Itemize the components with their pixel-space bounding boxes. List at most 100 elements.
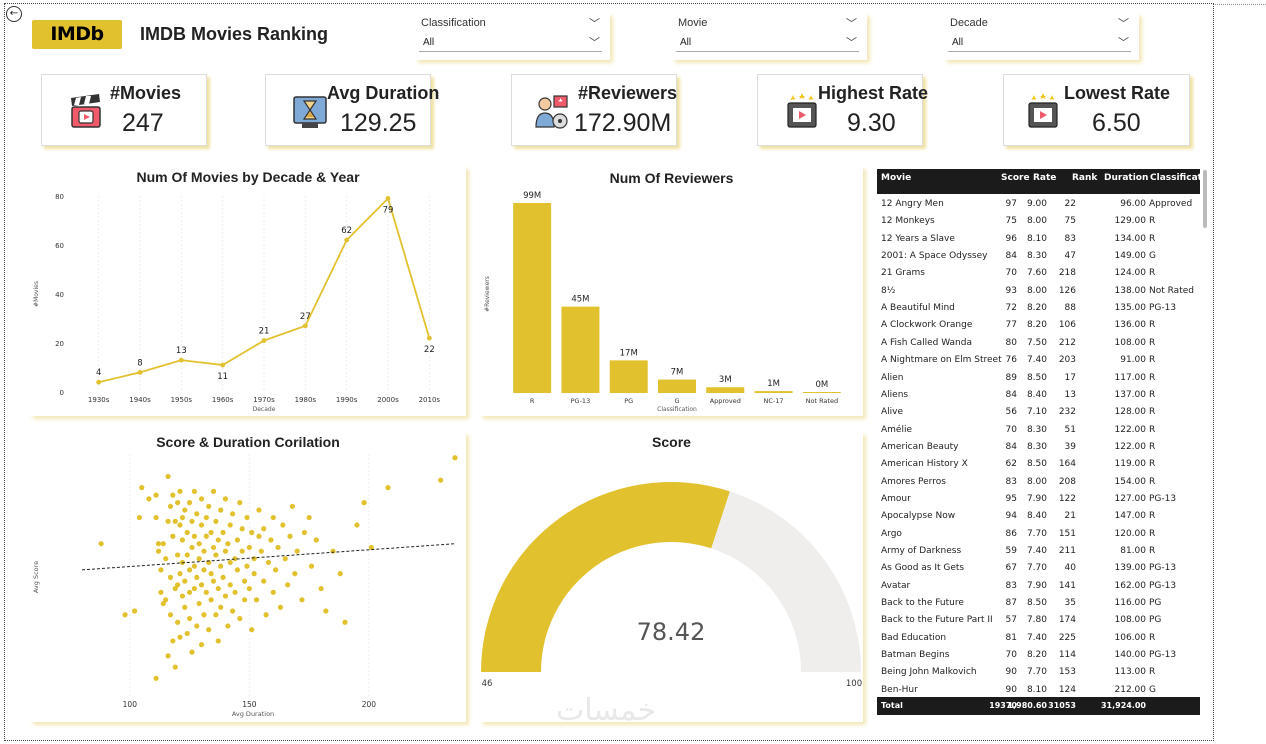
cell-duration: 134.00: [1114, 233, 1147, 244]
chevron-down-icon[interactable]: ﹀: [589, 17, 600, 30]
table-row[interactable]: 12 Monkeys 75 8.00 75 129.00 R: [877, 213, 1200, 230]
scatter-point: [153, 514, 159, 521]
table-row[interactable]: American History X 62 8.50 164 119.00 R: [877, 456, 1200, 473]
table-row[interactable]: A Beautiful Mind 72 8.20 88 135.00 PG-13: [877, 300, 1200, 317]
cell-rank: 232: [1058, 407, 1076, 418]
table-row[interactable]: Apocalypse Now 94 8.40 21 147.00 R: [877, 508, 1200, 525]
cell-duration: 154.00: [1114, 476, 1147, 487]
slicer-dropdown[interactable]: All: [419, 34, 602, 52]
scatter-point: [261, 526, 267, 532]
cell-movie: 8½: [881, 285, 896, 296]
cell-classification: PG: [1149, 615, 1162, 626]
table-row[interactable]: Being John Malkovich 90 7.70 153 113.00 R: [877, 664, 1200, 681]
scatter-point: [287, 533, 293, 539]
scatter-point: [179, 593, 186, 599]
scatter-point: [273, 567, 279, 573]
table-row[interactable]: Amour 95 7.90 122 127.00 PG-13: [877, 491, 1200, 508]
y-tick-label: 40: [55, 291, 64, 299]
table-row[interactable]: Alive 56 7.10 232 128.00 R: [877, 404, 1200, 421]
scatter-point: [452, 455, 458, 461]
back-arrow-icon[interactable]: ←: [6, 6, 22, 22]
table-row[interactable]: Amores Perros 83 8.00 208 154.00 R: [877, 474, 1200, 491]
table-row[interactable]: Back to the Future Part II 57 7.80 174 108.0…: [877, 612, 1200, 629]
table-row[interactable]: American Beauty 84 8.30 39 122.00 R: [877, 439, 1200, 456]
table-row[interactable]: 21 Grams 70 7.60 218 124.00 R: [877, 265, 1200, 282]
cell-score: 70: [1005, 424, 1017, 435]
scatter-point: [189, 544, 195, 551]
bar: [658, 379, 696, 393]
data-label: 62: [341, 226, 352, 236]
scatter-point: [292, 571, 298, 577]
table-row[interactable]: A Fish Called Wanda 80 7.50 212 108.00 R: [877, 335, 1200, 352]
table-scrollbar[interactable]: [1203, 170, 1207, 228]
chevron-down-icon[interactable]: ﹀: [1118, 17, 1129, 30]
scatter-point: [198, 582, 205, 588]
classification-slicer[interactable]: Classification ﹀ All ﹀: [415, 13, 610, 60]
column-header[interactable]: Classification: [1150, 173, 1206, 183]
table-row[interactable]: Ben-Hur 90 8.10 124 212.00 G: [877, 682, 1200, 699]
table-row[interactable]: As Good as It Gets 67 7.70 40 139.00 PG-13: [877, 560, 1200, 577]
slicer-label: Movie: [678, 17, 708, 29]
table-row[interactable]: A Clockwork Orange 77 8.20 106 136.00 R: [877, 317, 1200, 334]
cell-score: 62: [1005, 459, 1017, 470]
cell-rank: 225: [1058, 632, 1076, 643]
table-row[interactable]: 8½ 93 8.00 126 138.00 Not Rated: [877, 283, 1200, 300]
data-label: 11: [217, 372, 228, 382]
scatter-point: [249, 529, 255, 536]
cell-classification: R: [1149, 389, 1156, 400]
scatter-point: [210, 578, 217, 584]
cell-rate: 7.40: [1026, 546, 1047, 556]
cell-classification: R: [1149, 424, 1156, 435]
scatter-point: [167, 612, 174, 618]
scatter-point: [241, 578, 248, 584]
cell-classification: PG-13: [1149, 303, 1177, 314]
table-row[interactable]: Army of Darkness 59 7.40 211 81.00 R: [877, 543, 1200, 560]
decade-slicer[interactable]: Decade ﹀ All ﹀: [944, 13, 1139, 60]
scatter-point: [203, 514, 209, 521]
slicer-dropdown[interactable]: All: [948, 34, 1131, 52]
scatter-point: [215, 537, 221, 543]
movie-slicer[interactable]: Movie ﹀ All ﹀: [672, 13, 867, 60]
scatter-point: [201, 548, 207, 554]
scatter-point: [196, 600, 202, 607]
cell-movie: Avatar: [881, 580, 911, 591]
cell-duration: 135.00: [1114, 303, 1147, 314]
scatter-point: [175, 619, 181, 625]
movies-table: Movie Score Rate Rank Duration Classific…: [877, 169, 1206, 716]
scatter-point: [246, 544, 252, 551]
column-header[interactable]: Score: [1001, 173, 1030, 183]
table-row[interactable]: Avatar 83 7.90 141 162.00 PG-13: [877, 578, 1200, 595]
bar: [513, 203, 552, 393]
chevron-down-icon[interactable]: ﹀: [846, 36, 857, 49]
table-row[interactable]: Back to the Future 87 8.50 35 116.00 PG: [877, 595, 1200, 612]
cell-score: 56: [1005, 407, 1017, 418]
chevron-down-icon[interactable]: ﹀: [1118, 36, 1129, 49]
cell-rank: 164: [1058, 459, 1076, 470]
scatter-point: [186, 615, 193, 622]
column-header[interactable]: Duration: [1104, 173, 1149, 183]
table-row[interactable]: 12 Angry Men 97 9.00 22 96.00 Approved: [877, 196, 1200, 213]
slicer-dropdown[interactable]: All: [676, 34, 859, 52]
trend-line: [81, 543, 456, 571]
table-row[interactable]: Bad Education 81 7.40 225 106.00 R: [877, 630, 1200, 647]
table-row[interactable]: Amélie 70 8.30 51 122.00 R: [877, 422, 1200, 439]
table-row[interactable]: Aliens 84 8.40 13 137.00 R: [877, 387, 1200, 404]
column-header[interactable]: Movie: [881, 173, 912, 183]
table-row[interactable]: Argo 86 7.70 151 120.00 R: [877, 526, 1200, 543]
chevron-down-icon[interactable]: ﹀: [589, 36, 600, 49]
table-row[interactable]: 2001: A Space Odyssey 84 8.30 47 149.00 G: [877, 248, 1200, 265]
cell-classification: PG-13: [1149, 493, 1177, 504]
column-header[interactable]: Rate: [1033, 173, 1057, 183]
table-row[interactable]: A Nightmare on Elm Street 76 7.40 203 91.00 R: [877, 352, 1200, 369]
scatter-point: [206, 627, 212, 633]
table-row[interactable]: 12 Years a Slave 96 8.10 83 134.00 R: [877, 231, 1200, 248]
cell-rank: 22: [1064, 199, 1076, 209]
table-row[interactable]: Alien 89 8.50 17 117.00 R: [877, 370, 1200, 387]
cell-rate: 7.60: [1026, 268, 1047, 279]
scatter-point: [175, 500, 181, 506]
column-header[interactable]: Rank: [1072, 173, 1098, 183]
x-tick-label: G: [674, 397, 679, 405]
table-row[interactable]: Batman Begins 70 8.20 114 140.00 PG-13: [877, 647, 1200, 664]
chevron-down-icon[interactable]: ﹀: [846, 17, 857, 30]
kpi-value: 9.30: [847, 109, 896, 137]
